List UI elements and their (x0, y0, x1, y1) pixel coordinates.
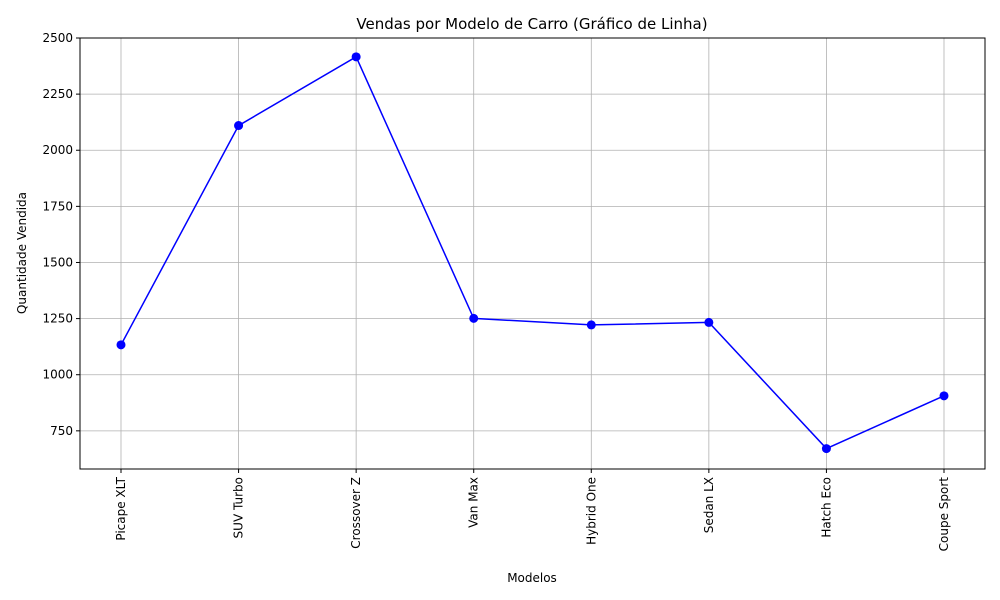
data-point (586, 320, 596, 330)
y-tick-label: 1250 (42, 312, 73, 326)
x-tick-label: Crossover Z (349, 477, 363, 549)
data-point (351, 52, 361, 62)
x-tick-label: Coupe Sport (937, 477, 951, 552)
x-tick-label: Hybrid One (584, 477, 598, 545)
chart-title: Vendas por Modelo de Carro (Gráfico de L… (356, 15, 707, 33)
x-axis-title: Modelos (507, 571, 557, 585)
grid-lines (80, 37, 985, 469)
series-layer (116, 52, 949, 454)
data-point (704, 317, 714, 327)
y-axis-title: Quantidade Vendida (15, 192, 29, 314)
axis-ticks: Picape XLT SUV Turbo Crossover Z Van Max Hyb… (42, 31, 951, 551)
y-tick-label: 750 (50, 424, 73, 438)
x-tick-label: Sedan LX (702, 477, 716, 533)
data-point (116, 340, 126, 350)
y-tick-label: 2500 (42, 31, 73, 45)
x-tick-label: Picape XLT (114, 476, 128, 540)
y-tick-label: 2000 (42, 143, 73, 157)
y-tick-label: 2250 (42, 87, 73, 101)
y-tick-label: 1000 (42, 368, 73, 382)
series-line (120, 55, 945, 450)
y-tick-label: 1500 (42, 255, 73, 269)
y-tick-label: 1750 (42, 199, 73, 213)
data-point (939, 391, 949, 401)
data-point (234, 121, 244, 131)
data-point (469, 313, 479, 323)
x-tick-label: Hatch Eco (819, 477, 833, 538)
plot-frame (79, 37, 986, 470)
x-tick-label: Van Max (467, 477, 481, 528)
x-tick-label: SUV Turbo (232, 477, 246, 538)
data-point (821, 444, 831, 454)
